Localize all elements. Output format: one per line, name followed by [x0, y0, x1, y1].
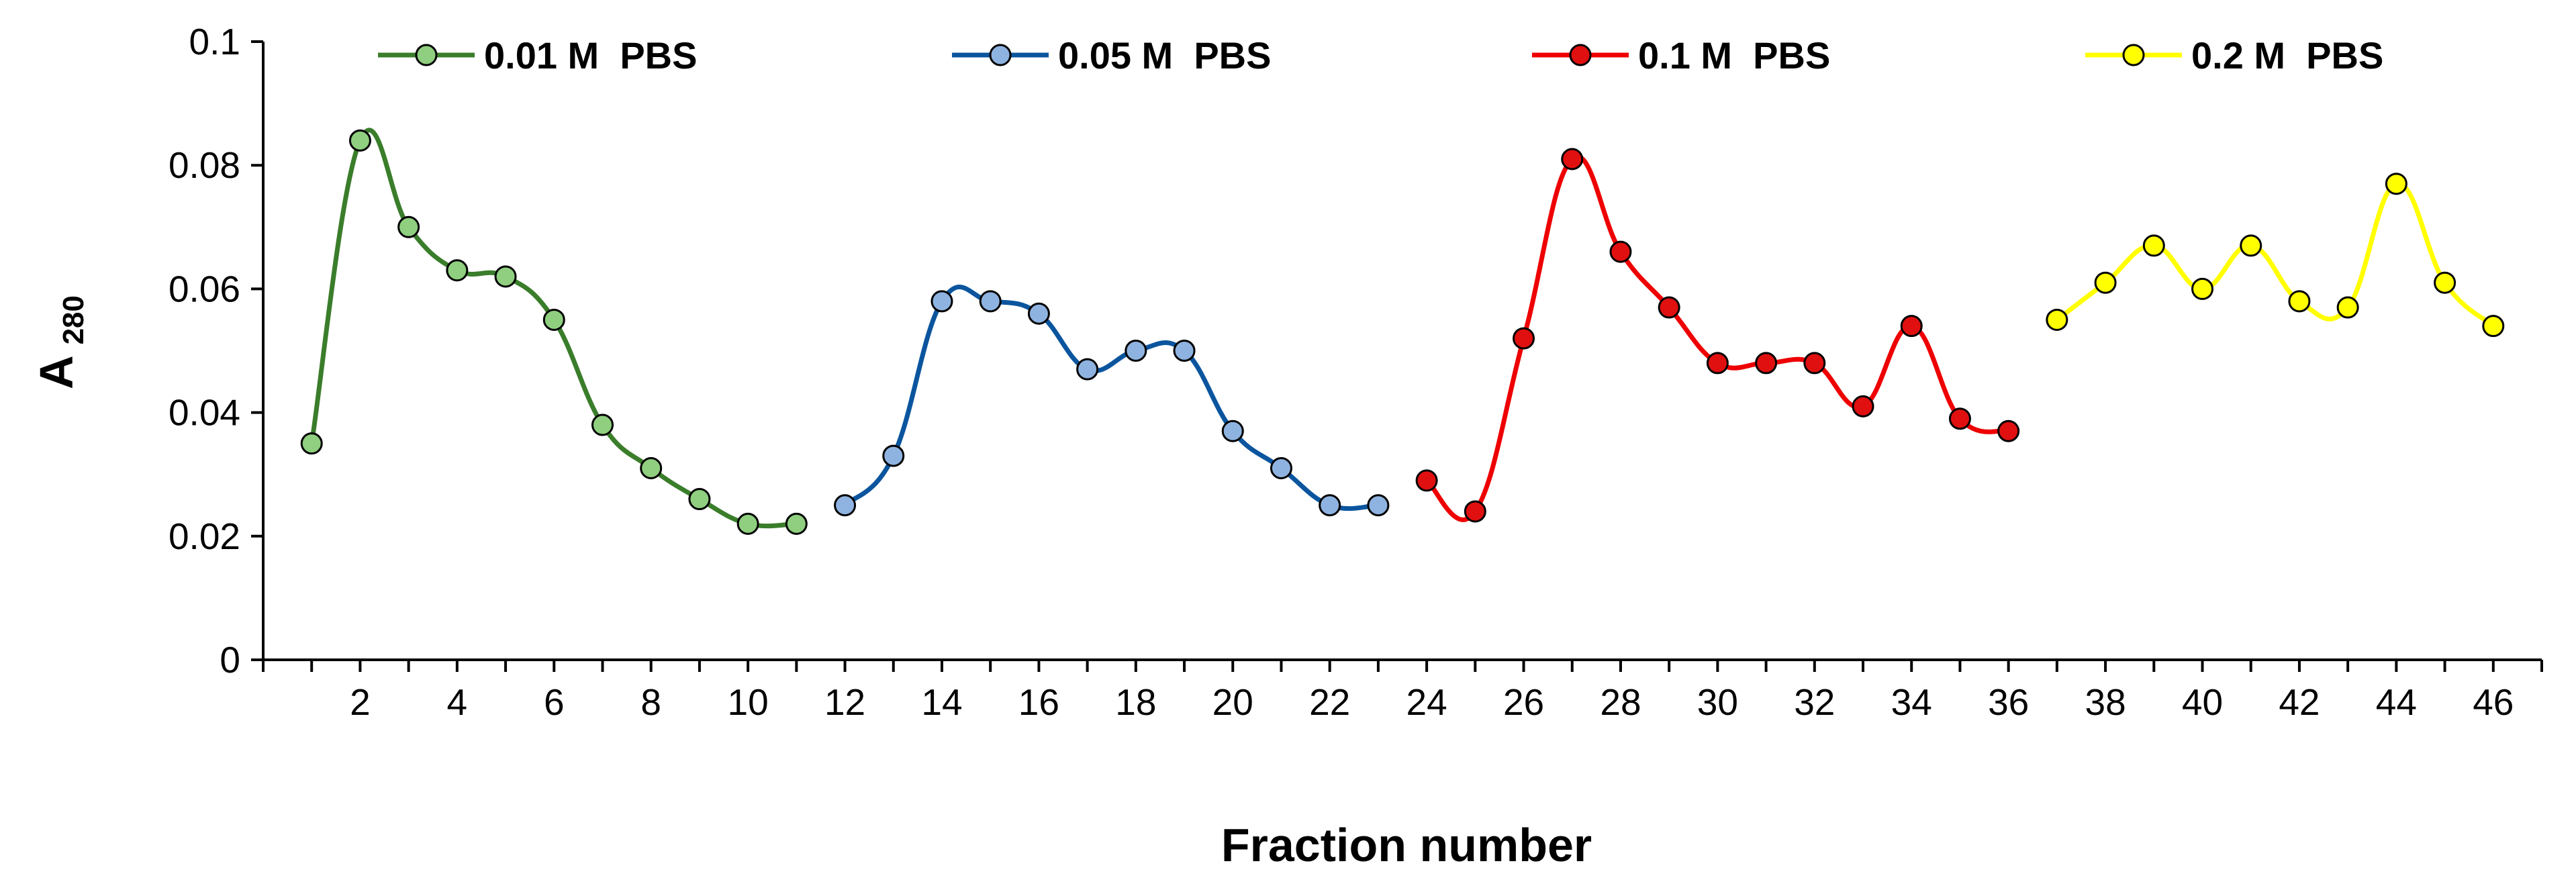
axis-ticks: 00.020.040.060.080.12 4 6 8 10 12 14 16 18 20 22 24… [169, 21, 2543, 723]
data-point [1658, 296, 1680, 319]
x-tick-label: 34 [1891, 681, 1932, 723]
data-point [1367, 494, 1390, 517]
y-tick-label: 0 [220, 639, 240, 681]
data-point [834, 494, 857, 517]
x-tick-label: 12 [824, 681, 865, 723]
x-tick-label: 38 [2085, 681, 2126, 723]
data-point [542, 308, 565, 331]
x-tick-label: 4 [447, 681, 468, 723]
data-point [1900, 315, 1923, 338]
y-axis-title-subscript: 280 [57, 295, 90, 344]
data-point [1561, 148, 1584, 170]
data-point [882, 444, 905, 467]
data-point [348, 129, 371, 152]
y-tick-label: 0.06 [169, 268, 240, 309]
x-tick-label: 18 [1115, 681, 1156, 723]
x-tick-label: 16 [1018, 681, 1059, 723]
legend-marker [989, 44, 1012, 66]
data-point [736, 512, 759, 535]
y-tick-label: 0.08 [169, 144, 240, 186]
data-point [2046, 308, 2068, 331]
data-point [688, 488, 711, 511]
x-tick-label: 44 [2376, 681, 2417, 723]
data-point [2482, 315, 2505, 338]
data-point [1076, 358, 1099, 381]
data-point [640, 456, 663, 479]
x-tick-label: 24 [1406, 681, 1447, 723]
legend-item-0-01-m-pbs: 0.01 M PBS [378, 34, 697, 77]
data-point [1609, 240, 1632, 263]
legend: 0.01 M PBS 0.05 M PBS 0.1 M PBS 0.2 M PBS [378, 34, 2383, 77]
x-tick-label: 46 [2473, 681, 2514, 723]
x-tick-label: 32 [1794, 681, 1835, 723]
data-point [931, 290, 953, 313]
data-point [785, 512, 808, 535]
data-point [1270, 456, 1292, 479]
data-point [1125, 340, 1147, 362]
data-point [2094, 271, 2117, 294]
y-tick-label: 0.04 [169, 392, 240, 434]
legend-item-0-2-m-pbs: 0.2 M PBS [2085, 34, 2383, 77]
data-point [397, 215, 420, 238]
legend-label: 0.05 M PBS [1058, 34, 1271, 77]
data-point [2191, 277, 2214, 300]
data-point [1803, 352, 1826, 375]
legend-label: 0.01 M PBS [484, 34, 697, 77]
x-tick-label: 8 [640, 681, 661, 723]
series-lines [309, 128, 2496, 529]
data-point [2336, 296, 2359, 319]
legend-label: 0.2 M PBS [2191, 34, 2383, 77]
data-point [1706, 352, 1729, 375]
x-tick-label: 36 [1988, 681, 2029, 723]
data-point [1319, 494, 1341, 517]
legend-marker [2122, 44, 2145, 66]
data-point [2142, 234, 2165, 257]
legend-marker [1569, 44, 1592, 66]
axes [262, 42, 2542, 661]
series-markers [300, 129, 2505, 535]
x-tick-label: 26 [1503, 681, 1544, 723]
legend-item-0-05-m-pbs: 0.05 M PBS [952, 34, 1271, 77]
x-tick-label: 22 [1309, 681, 1350, 723]
y-tick-label: 0.1 [189, 21, 240, 62]
data-point [2434, 271, 2456, 294]
data-point [1755, 352, 1778, 375]
x-tick-label: 30 [1697, 681, 1738, 723]
data-point [1027, 302, 1050, 325]
data-point [1513, 327, 1535, 350]
data-point [1852, 395, 1874, 418]
legend-marker [415, 44, 438, 66]
data-point [1464, 500, 1486, 523]
data-point [300, 432, 323, 455]
series-line-0-2-m-pbs [2054, 181, 2496, 329]
x-axis-title: Fraction number [1221, 819, 1592, 871]
data-point [979, 290, 1002, 313]
data-point [1173, 340, 1196, 362]
data-point [2240, 234, 2262, 257]
data-point [1997, 420, 2020, 442]
series-line-0-05-m-pbs [843, 285, 1381, 511]
data-point [494, 265, 517, 288]
y-tick-label: 0.02 [169, 515, 240, 557]
legend-label: 0.1 M PBS [1638, 34, 1830, 77]
x-tick-label: 2 [350, 681, 371, 723]
data-point [2288, 290, 2311, 313]
x-tick-label: 6 [544, 681, 565, 723]
y-axis-title-main: A [30, 355, 83, 389]
data-point [1948, 407, 1971, 430]
data-point [591, 413, 614, 436]
data-point [1415, 469, 1438, 492]
data-point [1221, 420, 1244, 442]
legend-item-0-1-m-pbs: 0.1 M PBS [1532, 34, 1830, 77]
y-axis-title: A 280 [30, 295, 90, 389]
x-tick-label: 20 [1212, 681, 1253, 723]
x-tick-label: 40 [2182, 681, 2223, 723]
x-tick-label: 14 [921, 681, 962, 723]
x-tick-label: 28 [1600, 681, 1641, 723]
data-point [2385, 173, 2407, 195]
data-point [446, 259, 469, 282]
x-tick-label: 42 [2279, 681, 2320, 723]
x-tick-label: 10 [728, 681, 769, 723]
